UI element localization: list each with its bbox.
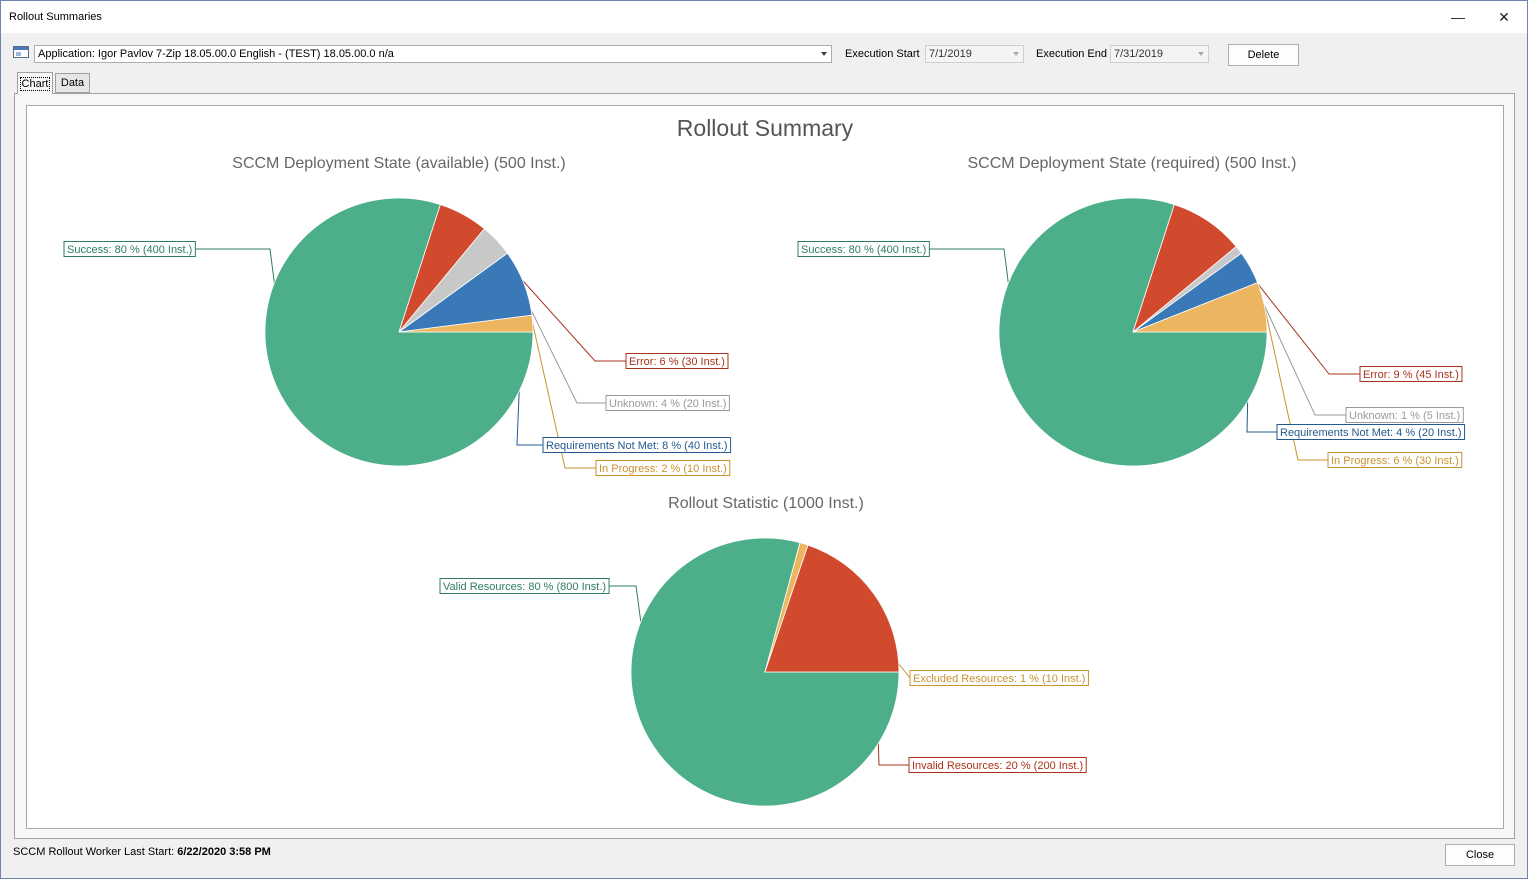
pie-label-box bbox=[1327, 452, 1463, 468]
pie-label-excluded-resources: Excluded Resources: 1 % (10 Inst.) bbox=[909, 670, 1089, 686]
pie-label-box bbox=[605, 395, 730, 411]
tab-chart-label: Chart bbox=[19, 76, 51, 91]
pie-chart-1: SCCM Deployment State (available) (500 I… bbox=[63, 155, 732, 476]
pie-chart-title: SCCM Deployment State (available) (500 I… bbox=[232, 155, 565, 172]
pie-label-invalid-resources: Invalid Resources: 20 % (200 Inst.) bbox=[908, 757, 1087, 773]
pie-chart-title: Rollout Statistic (1000 Inst.) bbox=[668, 495, 864, 512]
pie-label-text: Requirements Not Met: 4 % (20 Inst.) bbox=[1280, 427, 1462, 439]
pie-chart-title: SCCM Deployment State (required) (500 In… bbox=[967, 155, 1296, 172]
window-title: Rollout Summaries bbox=[9, 11, 102, 23]
minimize-button[interactable]: — bbox=[1435, 1, 1481, 33]
pie-label-text: Excluded Resources: 1 % (10 Inst.) bbox=[913, 673, 1085, 685]
application-select-value: Application: Igor Pavlov 7-Zip 18.05.00.… bbox=[38, 48, 394, 60]
pie-label-text: Success: 80 % (400 Inst.) bbox=[801, 244, 926, 256]
pie-label-valid-resources: Valid Resources: 80 % (800 Inst.) bbox=[439, 578, 610, 594]
close-button-label: Close bbox=[1465, 849, 1495, 861]
pie-label-text: Requirements Not Met: 8 % (40 Inst.) bbox=[546, 440, 728, 452]
pie-label-text: Success: 80 % (400 Inst.) bbox=[67, 244, 192, 256]
pie-label-box bbox=[595, 460, 731, 476]
pie-label-success: Success: 80 % (400 Inst.) bbox=[63, 241, 196, 257]
tab-chart[interactable]: Chart bbox=[17, 72, 53, 94]
chart-area: Rollout Summary SCCM Deployment State (a… bbox=[26, 105, 1504, 829]
pie-label-text: Invalid Resources: 20 % (200 Inst.) bbox=[912, 760, 1083, 772]
pie-label-box bbox=[909, 670, 1089, 686]
pie-label-error: Error: 9 % (45 Inst.) bbox=[1359, 366, 1463, 382]
pie-slice-invalid-resources bbox=[764, 544, 900, 673]
pie-label-text: In Progress: 2 % (10 Inst.) bbox=[599, 463, 727, 475]
pie-label-unknown: Unknown: 1 % (5 Inst.) bbox=[1345, 407, 1464, 423]
delete-button-label: Delete bbox=[1247, 49, 1280, 61]
pie-slice-in-progress bbox=[398, 314, 534, 333]
application-select[interactable]: Application: Igor Pavlov 7-Zip 18.05.00.… bbox=[34, 45, 832, 63]
pie-slice-in-progress bbox=[1132, 282, 1268, 333]
pie-label-box bbox=[63, 241, 196, 257]
pie-label-text: Valid Resources: 80 % (800 Inst.) bbox=[443, 581, 606, 593]
execution-start-date[interactable]: 7/1/2019 bbox=[925, 45, 1024, 63]
worker-last-start: SCCM Rollout Worker Last Start: 6/22/202… bbox=[13, 846, 271, 858]
chevron-down-icon bbox=[821, 52, 827, 56]
close-window-button[interactable]: ✕ bbox=[1481, 1, 1527, 33]
pie-leader-line bbox=[1264, 306, 1328, 461]
minimize-icon: — bbox=[1451, 9, 1465, 25]
rollout-summary-chart: Rollout Summary SCCM Deployment State (a… bbox=[63, 115, 1466, 807]
pie-label-text: Error: 6 % (30 Inst.) bbox=[629, 356, 725, 368]
delete-button[interactable]: Delete bbox=[1228, 44, 1299, 66]
execution-end-date[interactable]: 7/31/2019 bbox=[1110, 45, 1209, 63]
chevron-down-icon bbox=[1013, 52, 1019, 56]
tab-data-label: Data bbox=[60, 77, 85, 89]
tab-data[interactable]: Data bbox=[55, 73, 90, 93]
execution-start-label: Execution Start bbox=[845, 48, 920, 60]
pie-label-box bbox=[1359, 366, 1463, 382]
pie-leader-line bbox=[532, 323, 596, 469]
pie-label-box bbox=[439, 578, 610, 594]
pie-label-box bbox=[542, 437, 732, 453]
title-bar: Rollout Summaries — ✕ bbox=[1, 1, 1527, 33]
execution-start-value: 7/1/2019 bbox=[929, 48, 972, 60]
chart-main-title: Rollout Summary bbox=[677, 115, 854, 141]
pie-label-text: In Progress: 6 % (30 Inst.) bbox=[1331, 455, 1459, 467]
pie-label-box bbox=[908, 757, 1087, 773]
pie-label-in-progress: In Progress: 2 % (10 Inst.) bbox=[595, 460, 731, 476]
execution-end-label: Execution End bbox=[1036, 48, 1107, 60]
execution-end-value: 7/31/2019 bbox=[1114, 48, 1163, 60]
pie-label-text: Unknown: 4 % (20 Inst.) bbox=[609, 398, 726, 410]
worker-last-start-label: SCCM Rollout Worker Last Start: bbox=[13, 846, 175, 858]
pie-label-box bbox=[1276, 424, 1466, 440]
pie-label-box bbox=[625, 353, 729, 369]
pie-label-box bbox=[1345, 407, 1464, 423]
pie-label-error: Error: 6 % (30 Inst.) bbox=[625, 353, 729, 369]
pie-label-text: Unknown: 1 % (5 Inst.) bbox=[1349, 410, 1460, 422]
chevron-down-icon bbox=[1198, 52, 1204, 56]
pie-label-requirements-not-met: Requirements Not Met: 8 % (40 Inst.) bbox=[542, 437, 732, 453]
pie-label-unknown: Unknown: 4 % (20 Inst.) bbox=[605, 395, 730, 411]
pie-label-box bbox=[797, 241, 930, 257]
pie-label-in-progress: In Progress: 6 % (30 Inst.) bbox=[1327, 452, 1463, 468]
pie-label-text: Error: 9 % (45 Inst.) bbox=[1363, 369, 1459, 381]
application-icon bbox=[13, 46, 29, 58]
pie-label-success: Success: 80 % (400 Inst.) bbox=[797, 241, 930, 257]
close-icon: ✕ bbox=[1498, 8, 1510, 25]
pie-label-requirements-not-met: Requirements Not Met: 4 % (20 Inst.) bbox=[1276, 424, 1466, 440]
pie-chart-2: SCCM Deployment State (required) (500 In… bbox=[797, 155, 1466, 468]
close-button[interactable]: Close bbox=[1445, 844, 1515, 866]
worker-last-start-value: 6/22/2020 3:58 PM bbox=[177, 846, 271, 858]
pie-chart-3: Rollout Statistic (1000 Inst.) Valid Reso… bbox=[439, 495, 1089, 807]
